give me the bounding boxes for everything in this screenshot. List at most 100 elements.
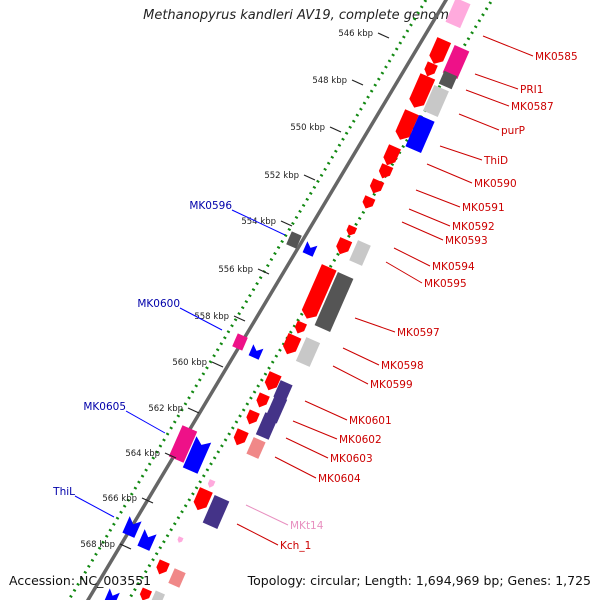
gene-feature-20 (295, 337, 321, 367)
gene-feature-7 (395, 109, 419, 140)
right-leader-9 (393, 247, 431, 267)
gene-feature-34 (232, 333, 248, 351)
gene-feature-30 (193, 487, 213, 511)
right-leader-7 (408, 208, 451, 227)
gene-feature-6 (423, 85, 449, 117)
gene-feature-15 (349, 240, 371, 266)
scale-tick-mark-0 (377, 32, 390, 39)
gene-feature-41 (156, 559, 170, 575)
gene-feature-45 (104, 588, 120, 600)
right-label-2: MK0587 (511, 101, 554, 113)
right-leader-0 (482, 35, 534, 57)
gene-feature-26 (255, 412, 279, 440)
scale-tick-mark-3 (303, 174, 316, 181)
scale-tick-label-3: 552 kbp (264, 171, 299, 181)
left-leader-2 (125, 410, 166, 434)
scale-tick-label-8: 562 kbp (148, 404, 183, 414)
gene-feature-2 (442, 45, 470, 79)
gene-feature-35 (248, 344, 264, 360)
gene-feature-42 (168, 568, 186, 588)
scale-tick-mark-4 (280, 220, 293, 227)
gene-features (104, 0, 471, 600)
right-leader-5 (426, 163, 473, 184)
inner-tick-dots (67, 0, 428, 600)
right-label-10: MK0595 (424, 278, 467, 290)
right-leader-6 (415, 189, 461, 208)
scale-tick-mark-1 (351, 79, 364, 86)
right-leader-17 (274, 456, 317, 479)
left-leader-3 (74, 495, 115, 518)
right-label-17: MK0604 (318, 473, 361, 485)
right-leader-2 (465, 89, 510, 107)
right-label-14: MK0601 (349, 415, 392, 427)
scale-tick-mark-6 (233, 315, 246, 322)
scale-tick-mark-7 (211, 361, 224, 368)
scale-ticks: 546 kbp 548 kbp 550 kbp 552 kbp 554 kbp 556 k… (80, 29, 390, 550)
gene-feature-16 (301, 264, 337, 319)
gene-feature-9 (383, 144, 401, 166)
accession-text: Accession: NC_003551 (9, 573, 152, 588)
right-leader-1 (474, 73, 519, 90)
gene-feature-13 (346, 224, 358, 236)
right-label-6: MK0591 (462, 202, 505, 214)
gene-feature-3 (424, 61, 438, 77)
gene-feature-5 (409, 73, 436, 108)
gene-feature-33 (302, 241, 318, 257)
scale-tick-label-4: 554 kbp (241, 217, 276, 227)
gene-feature-36 (168, 425, 198, 463)
gene-labels: MK0585 PRI1 MK0587 purP ThiD MK0590 MK0591 MK05… (52, 35, 578, 552)
right-label-4: ThiD (483, 155, 508, 167)
right-label-9: MK0594 (432, 261, 475, 273)
right-label-15: MK0602 (339, 434, 382, 446)
backbone (85, 0, 449, 600)
right-leader-8 (401, 221, 444, 241)
right-leader-12 (342, 347, 380, 366)
left-label-2: MK0605 (83, 401, 126, 413)
right-label-5: MK0590 (474, 178, 517, 190)
right-label-19: Kch_1 (280, 540, 311, 552)
right-label-0: MK0585 (535, 51, 578, 63)
scale-tick-mark-10 (141, 497, 154, 504)
left-label-3: ThiL (52, 486, 75, 498)
gene-feature-18 (294, 320, 307, 334)
genome-summary-text: Topology: circular; Length: 1,694,969 bp… (247, 573, 591, 588)
scale-tick-label-7: 560 kbp (172, 358, 207, 368)
gene-feature-44 (151, 590, 165, 600)
right-leader-15 (292, 420, 338, 440)
map-title: Methanopyrus kandleri AV19, complete gen… (143, 8, 457, 23)
gene-feature-25 (246, 409, 260, 425)
gene-feature-1 (429, 37, 452, 64)
scale-tick-label-0: 546 kbp (338, 29, 373, 39)
scale-tick-label-9: 564 kbp (125, 449, 160, 459)
scale-tick-mark-11 (119, 543, 132, 550)
right-label-3: purP (501, 125, 525, 137)
left-leader-1 (179, 307, 223, 331)
gene-feature-19 (283, 333, 302, 355)
scale-tick-mark-9 (164, 452, 177, 459)
gene-feature-0 (445, 0, 471, 29)
right-label-11: MK0597 (397, 327, 440, 339)
right-label-12: MK0598 (381, 360, 424, 372)
gene-feature-17 (314, 272, 354, 332)
left-leader-0 (231, 209, 286, 236)
scale-tick-label-5: 556 kbp (218, 265, 253, 275)
right-leader-14 (304, 400, 348, 421)
scale-tick-mark-5 (257, 268, 270, 275)
backbone-line (85, 0, 449, 600)
scale-tick-mark-8 (187, 407, 200, 414)
gene-feature-8 (405, 115, 435, 153)
gene-feature-21 (264, 371, 282, 391)
gene-feature-28 (246, 437, 266, 459)
gene-feature-11 (369, 178, 385, 194)
gene-feature-31 (202, 495, 230, 529)
gene-feature-14 (336, 237, 353, 255)
scale-tick-mark-2 (329, 126, 342, 133)
left-label-0: MK0596 (189, 200, 232, 212)
right-leader-13 (332, 365, 369, 385)
right-label-18: MKt14 (290, 520, 324, 532)
right-leader-10 (385, 261, 423, 284)
scale-tick-label-11: 568 kbp (80, 540, 115, 550)
scale-tick-label-1: 548 kbp (312, 76, 347, 86)
right-label-13: MK0599 (370, 379, 413, 391)
gene-feature-43 (139, 587, 152, 600)
